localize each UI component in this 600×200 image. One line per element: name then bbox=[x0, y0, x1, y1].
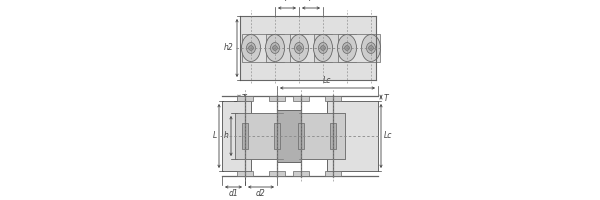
Polygon shape bbox=[338, 34, 380, 62]
Ellipse shape bbox=[247, 43, 256, 53]
Text: T: T bbox=[383, 94, 388, 103]
Polygon shape bbox=[266, 34, 308, 62]
Polygon shape bbox=[298, 123, 304, 149]
Polygon shape bbox=[274, 123, 280, 149]
Polygon shape bbox=[235, 113, 283, 159]
Polygon shape bbox=[242, 123, 248, 149]
Polygon shape bbox=[238, 171, 253, 176]
Ellipse shape bbox=[362, 34, 380, 62]
Polygon shape bbox=[290, 34, 332, 62]
Circle shape bbox=[248, 46, 253, 50]
Polygon shape bbox=[277, 110, 301, 162]
Ellipse shape bbox=[367, 43, 376, 53]
Text: h: h bbox=[224, 132, 229, 140]
Text: d2: d2 bbox=[256, 189, 266, 198]
Text: L: L bbox=[213, 132, 217, 140]
Polygon shape bbox=[329, 123, 337, 149]
Text: h2: h2 bbox=[223, 44, 233, 52]
Circle shape bbox=[344, 46, 349, 50]
Polygon shape bbox=[222, 101, 251, 171]
Ellipse shape bbox=[295, 43, 304, 53]
Polygon shape bbox=[327, 101, 378, 171]
Polygon shape bbox=[238, 96, 253, 101]
Ellipse shape bbox=[338, 34, 356, 62]
Ellipse shape bbox=[343, 43, 352, 53]
Circle shape bbox=[296, 46, 301, 50]
Polygon shape bbox=[299, 113, 345, 159]
Polygon shape bbox=[293, 96, 308, 101]
Polygon shape bbox=[325, 96, 341, 101]
Ellipse shape bbox=[290, 34, 308, 62]
Text: d1: d1 bbox=[229, 189, 238, 198]
Ellipse shape bbox=[266, 34, 284, 62]
Polygon shape bbox=[314, 34, 356, 62]
Polygon shape bbox=[240, 16, 376, 80]
Ellipse shape bbox=[241, 34, 260, 62]
Polygon shape bbox=[269, 96, 284, 101]
Text: Lc: Lc bbox=[323, 76, 332, 85]
Text: Lc: Lc bbox=[383, 132, 392, 140]
Ellipse shape bbox=[319, 43, 328, 53]
Circle shape bbox=[320, 46, 325, 50]
Text: P: P bbox=[284, 0, 289, 3]
Ellipse shape bbox=[314, 34, 332, 62]
Polygon shape bbox=[242, 34, 284, 62]
Polygon shape bbox=[325, 171, 341, 176]
Polygon shape bbox=[293, 171, 308, 176]
Polygon shape bbox=[269, 171, 284, 176]
Circle shape bbox=[272, 46, 277, 50]
Circle shape bbox=[368, 46, 373, 50]
Ellipse shape bbox=[271, 43, 280, 53]
Text: T: T bbox=[241, 94, 246, 103]
Text: P: P bbox=[308, 0, 313, 3]
